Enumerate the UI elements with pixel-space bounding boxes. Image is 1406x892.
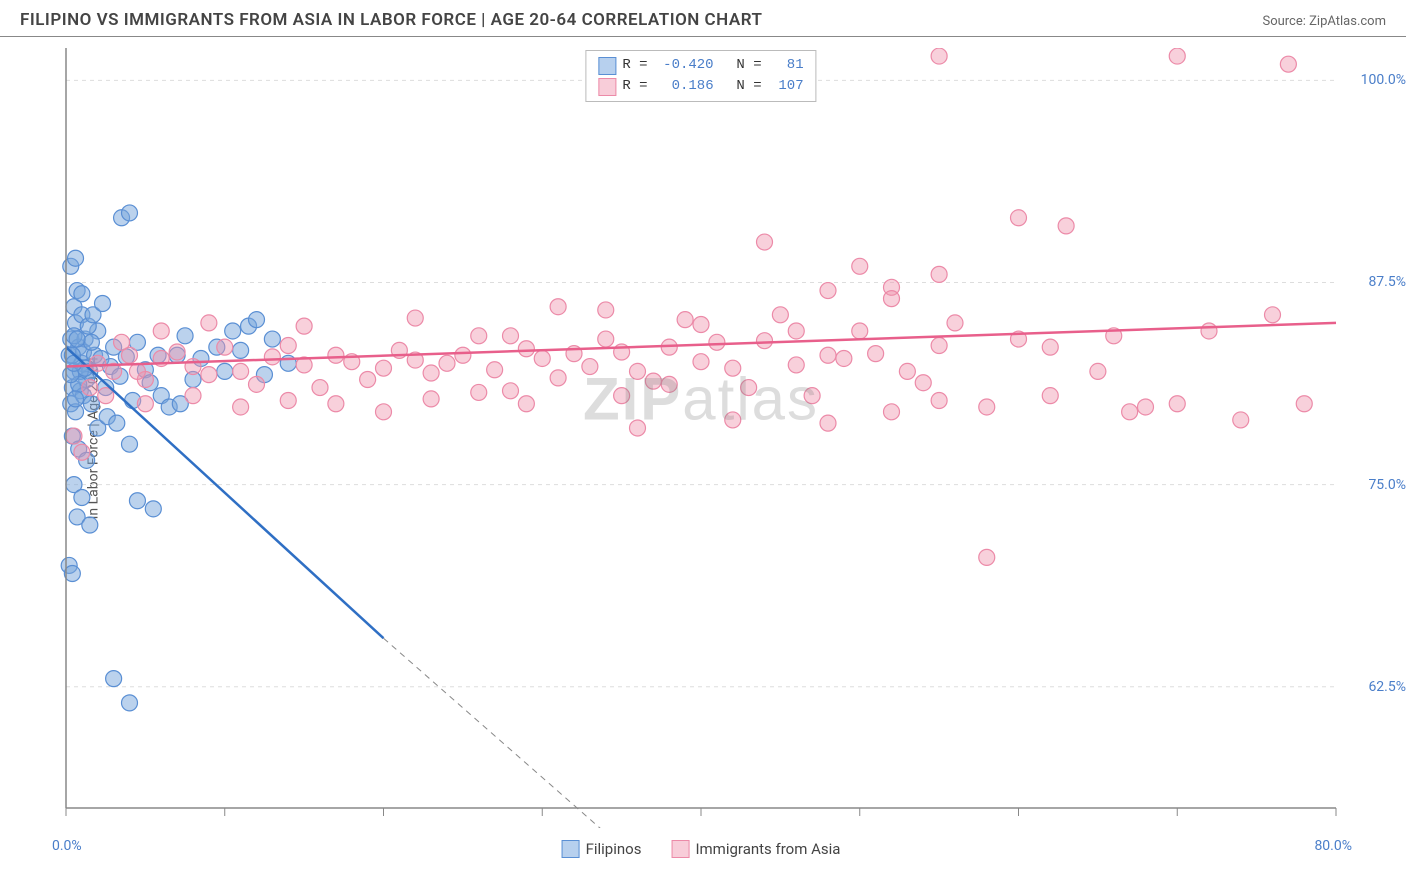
stats-row-filipinos: R = -0.420 N = 81: [598, 55, 803, 76]
source-attribution: Source: ZipAtlas.com: [1262, 14, 1386, 29]
source-prefix: Source:: [1262, 14, 1309, 29]
swatch-immigrants: [598, 78, 616, 96]
chart-title: FILIPINO VS IMMIGRANTS FROM ASIA IN LABO…: [20, 10, 762, 30]
r-label: R =: [622, 55, 647, 76]
r-value-immigrants: 0.186: [654, 76, 714, 97]
y-tick-label: 75.0%: [1368, 477, 1406, 493]
r-value-filipinos: -0.420: [654, 55, 714, 76]
series-legend: Filipinos Immigrants from Asia: [562, 840, 841, 858]
stats-row-immigrants: R = 0.186 N = 107: [598, 76, 803, 97]
scatter-plot-svg: [56, 48, 1346, 828]
legend-label-immigrants: Immigrants from Asia: [695, 840, 840, 858]
swatch-immigrants: [671, 840, 689, 858]
y-tick-label: 100.0%: [1361, 72, 1406, 88]
x-axis-min-label: 0.0%: [52, 838, 82, 854]
y-tick-label: 62.5%: [1368, 679, 1406, 695]
n-label: N =: [720, 76, 762, 97]
swatch-filipinos: [562, 840, 580, 858]
r-label: R =: [622, 76, 647, 97]
source-name: ZipAtlas.com: [1309, 14, 1386, 29]
chart-plot-area: In Labor Force | Age 20-64 62.5%75.0%87.…: [56, 48, 1346, 828]
chart-header: FILIPINO VS IMMIGRANTS FROM ASIA IN LABO…: [0, 0, 1406, 37]
correlation-stats-legend: R = -0.420 N = 81 R = 0.186 N = 107: [585, 50, 816, 102]
n-value-filipinos: 81: [768, 55, 804, 76]
swatch-filipinos: [598, 57, 616, 75]
y-tick-label: 87.5%: [1368, 274, 1406, 290]
legend-item-immigrants: Immigrants from Asia: [671, 840, 840, 858]
x-axis-max-label: 80.0%: [1314, 838, 1352, 854]
n-label: N =: [720, 55, 762, 76]
legend-item-filipinos: Filipinos: [562, 840, 642, 858]
n-value-immigrants: 107: [768, 76, 804, 97]
legend-label-filipinos: Filipinos: [586, 840, 642, 858]
